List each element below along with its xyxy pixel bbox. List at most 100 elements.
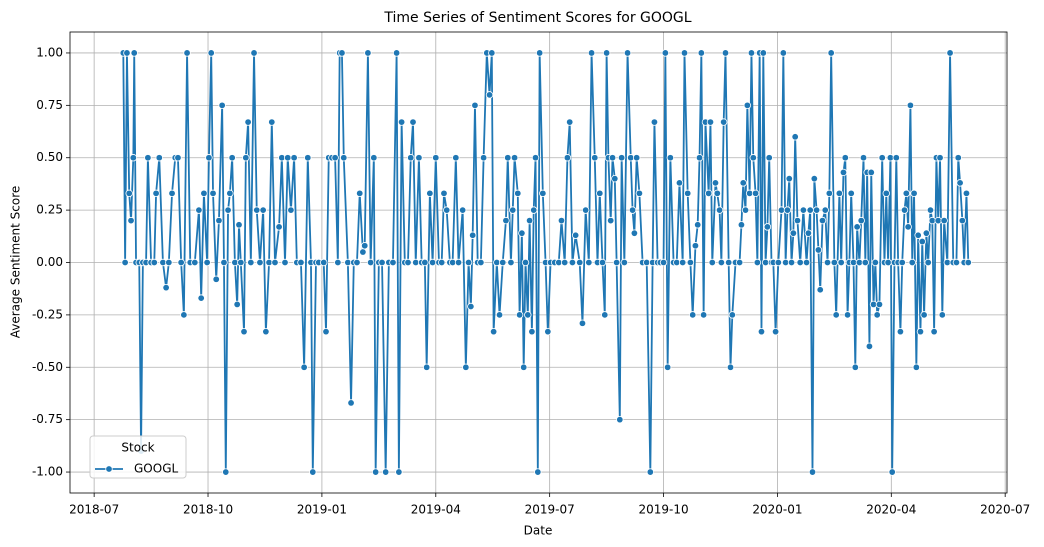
data-point [857, 216, 865, 225]
x-tick-label: 2019-04 [411, 503, 461, 517]
x-tick-label: 2020-07 [980, 503, 1030, 517]
data-point [530, 206, 538, 214]
data-point [539, 189, 547, 198]
data-point [205, 154, 213, 162]
data-point [297, 258, 305, 267]
data-point [737, 221, 746, 229]
data-point [726, 363, 735, 371]
data-point [235, 221, 243, 229]
data-point [177, 258, 185, 267]
data-point [715, 206, 724, 214]
data-point [489, 327, 498, 336]
data-point [940, 216, 948, 225]
x-tick-label: 2019-10 [638, 503, 688, 517]
legend: Stock GOOGL [89, 435, 187, 479]
data-point [704, 189, 713, 198]
data-point [719, 118, 728, 126]
data-point [617, 154, 626, 162]
data-point [867, 168, 875, 177]
data-point [566, 118, 574, 126]
legend-box [89, 435, 187, 479]
data-point [743, 101, 752, 110]
data-point [896, 327, 905, 336]
data-point [774, 258, 783, 267]
data-point [531, 154, 540, 162]
y-tick-label: 1.00 [36, 45, 63, 59]
data-point [364, 49, 372, 57]
data-point [129, 154, 138, 162]
data-point [353, 258, 361, 267]
data-point [471, 101, 479, 110]
data-point [361, 242, 369, 250]
data-point [544, 327, 552, 336]
data-point [256, 258, 264, 267]
data-point [222, 468, 230, 476]
data-point [608, 154, 617, 162]
data-point [821, 206, 829, 214]
data-point [203, 258, 211, 267]
data-point [827, 49, 835, 57]
data-point [724, 258, 733, 267]
data-point [378, 258, 386, 267]
data-point [454, 258, 463, 267]
data-point [521, 258, 530, 267]
data-point [853, 223, 861, 231]
y-tick-label: 0.00 [36, 255, 63, 269]
legend-marker [105, 465, 113, 473]
data-point [806, 206, 814, 214]
x-axis-label: Date [524, 524, 553, 538]
data-point [918, 237, 926, 246]
data-point [728, 311, 737, 319]
data-point [835, 189, 844, 198]
data-point [938, 311, 947, 319]
data-point [525, 216, 534, 225]
data-point [150, 258, 158, 267]
data-point [488, 49, 496, 57]
data-point [591, 154, 599, 162]
data-point [560, 258, 569, 267]
data-point [535, 49, 544, 57]
data-point [814, 246, 823, 254]
data-point [359, 248, 367, 256]
data-point [557, 216, 566, 225]
data-point [578, 319, 587, 327]
data-point [422, 363, 431, 371]
data-point [240, 327, 248, 336]
data-point [426, 189, 434, 198]
data-point [837, 258, 845, 267]
data-point [952, 258, 961, 267]
data-point [162, 283, 170, 292]
data-point [954, 154, 962, 162]
x-tick-label: 2018-10 [183, 503, 233, 517]
x-tick-label: 2020-04 [866, 503, 916, 517]
data-point [250, 49, 258, 57]
data-point [865, 342, 874, 351]
data-point [765, 154, 773, 162]
data-point [152, 189, 160, 198]
data-point [275, 223, 283, 231]
data-point [121, 258, 129, 267]
data-point [922, 229, 931, 237]
data-point [477, 258, 485, 267]
data-point [751, 189, 760, 198]
data-point [808, 468, 817, 476]
data-point [632, 154, 641, 162]
data-point [504, 154, 512, 162]
data-point [930, 327, 938, 336]
data-point [144, 154, 152, 162]
data-point [524, 311, 532, 319]
series-line [122, 52, 970, 473]
data-point [906, 101, 915, 110]
data-point [606, 216, 615, 225]
data-point [616, 415, 624, 424]
data-point [207, 49, 215, 57]
data-point [958, 216, 967, 225]
data-point [785, 174, 793, 183]
data-point [739, 179, 747, 187]
chart-title: Time Series of Sentiment Scores for GOOG… [383, 10, 691, 26]
data-point [875, 300, 884, 309]
data-point [635, 189, 644, 198]
data-point [646, 468, 655, 476]
data-point [571, 231, 580, 239]
data-point [598, 258, 607, 267]
